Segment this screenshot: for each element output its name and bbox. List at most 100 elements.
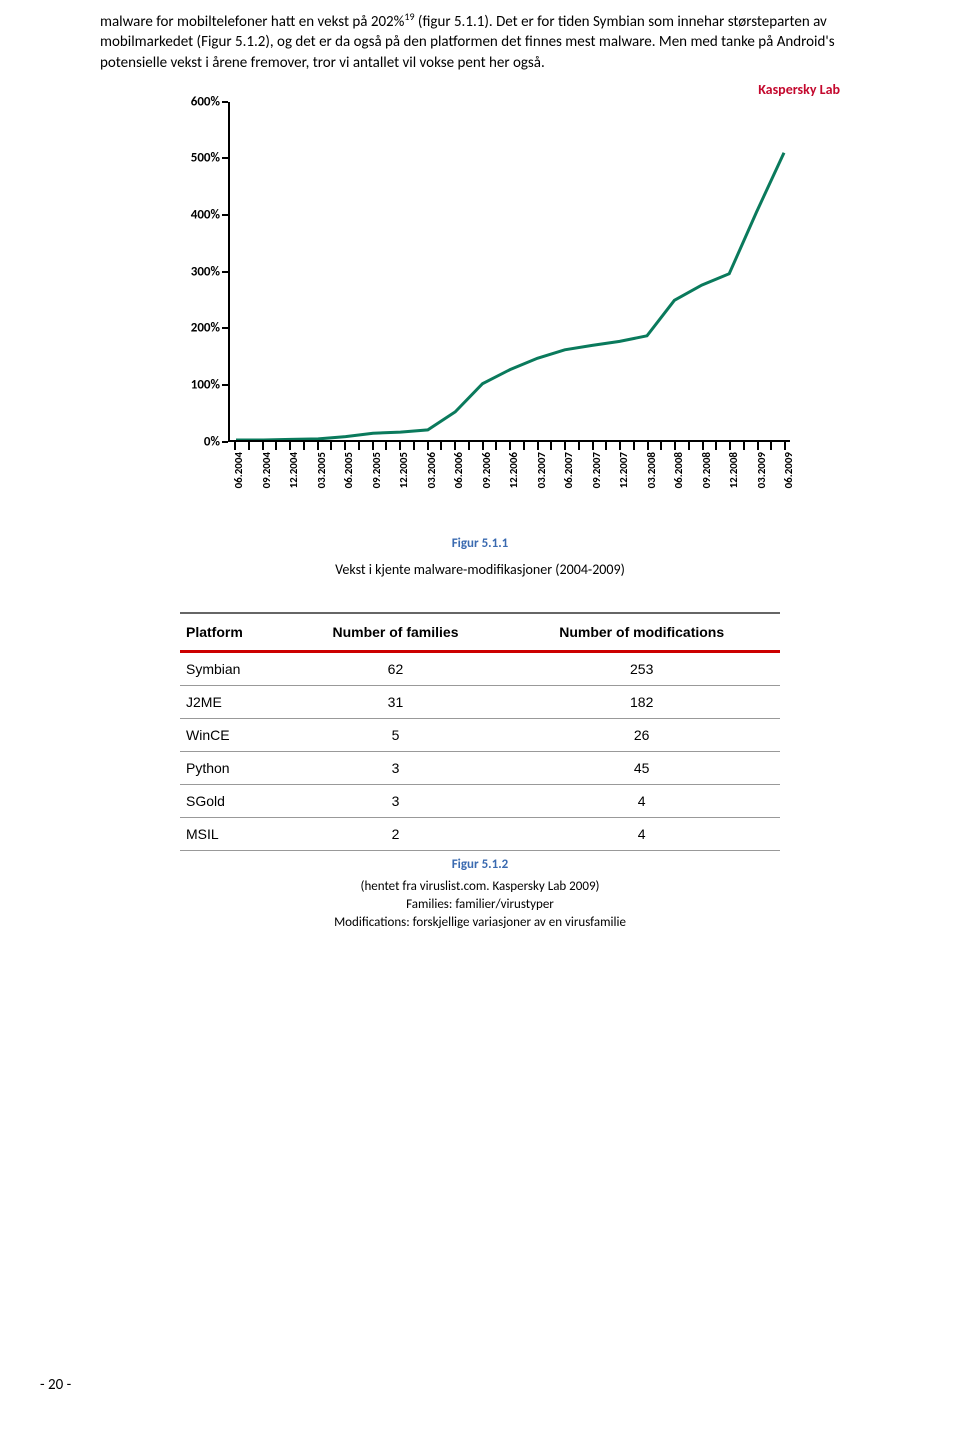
x-tick-label: 12.2007 (617, 452, 630, 488)
cell-platform: Symbian (180, 651, 288, 685)
table-body: Symbian62253J2ME31182WinCE526Python345SG… (180, 651, 780, 850)
x-tick (757, 442, 759, 450)
x-tick (770, 442, 772, 450)
y-tick-label: 0% (204, 434, 220, 449)
y-tick (222, 157, 228, 159)
y-axis-labels: 0%100%200%300%400%500%600% (170, 102, 224, 508)
figure-subcaption-1: Vekst i kjente malware-modifikasjoner (2… (100, 561, 860, 578)
x-tick-label: 09.2008 (700, 452, 713, 488)
y-tick (222, 214, 228, 216)
x-tick (427, 442, 429, 450)
x-tick (729, 442, 731, 450)
cell-families: 62 (288, 651, 504, 685)
x-tick (592, 442, 594, 450)
y-tick-label: 400% (191, 208, 220, 223)
body-paragraph: malware for mobiltelefoner hatt en vekst… (100, 10, 860, 73)
x-tick (619, 442, 621, 450)
x-tick-label: 06.2004 (232, 452, 245, 488)
x-tick (289, 442, 291, 450)
cell-modifications: 45 (503, 751, 780, 784)
x-tick (330, 442, 332, 450)
x-tick (784, 442, 786, 450)
cell-families: 5 (288, 718, 504, 751)
cell-platform: SGold (180, 784, 288, 817)
cell-families: 2 (288, 817, 504, 850)
table-row: Symbian62253 (180, 651, 780, 685)
x-tick (523, 442, 525, 450)
col-families: Number of families (288, 613, 504, 652)
x-tick (702, 442, 704, 450)
y-tick (222, 327, 228, 329)
credits-modifications: Modifications: forskjellige variasjoner … (100, 914, 860, 932)
x-tick-label: 09.2005 (370, 452, 383, 488)
x-tick-label: 03.2005 (315, 452, 328, 488)
y-tick-label: 100% (191, 378, 220, 393)
y-tick-label: 200% (191, 321, 220, 336)
growth-chart: 0%100%200%300%400%500%600% 06.200409.200… (170, 102, 790, 508)
x-tick-label: 12.2005 (397, 452, 410, 488)
x-tick (275, 442, 277, 450)
x-tick (564, 442, 566, 450)
cell-modifications: 26 (503, 718, 780, 751)
col-modifications: Number of modifications (503, 613, 780, 652)
y-tick (222, 101, 228, 103)
x-tick-label: 09.2007 (590, 452, 603, 488)
x-tick (537, 442, 539, 450)
y-tick (222, 441, 228, 443)
table-row: SGold34 (180, 784, 780, 817)
x-tick-label: 03.2007 (535, 452, 548, 488)
platform-table-wrap: Platform Number of families Number of mo… (180, 612, 780, 851)
x-tick (399, 442, 401, 450)
x-tick (743, 442, 745, 450)
x-tick (550, 442, 552, 450)
x-tick (495, 442, 497, 450)
y-tick-label: 500% (191, 151, 220, 166)
x-tick (303, 442, 305, 450)
x-tick (633, 442, 635, 450)
figure-caption-2: Figur 5.1.2 (100, 857, 860, 872)
x-tick-label: 03.2006 (425, 452, 438, 488)
line-series (236, 152, 784, 439)
cell-modifications: 4 (503, 817, 780, 850)
table-row: Python345 (180, 751, 780, 784)
y-tick-label: 300% (191, 264, 220, 279)
x-tick (578, 442, 580, 450)
cell-families: 3 (288, 751, 504, 784)
x-tick-label: 06.2006 (452, 452, 465, 488)
table-row: WinCE526 (180, 718, 780, 751)
cell-families: 31 (288, 685, 504, 718)
platform-table: Platform Number of families Number of mo… (180, 612, 780, 851)
x-tick (454, 442, 456, 450)
x-axis-labels: 06.200409.200412.200403.200506.200509.20… (228, 452, 790, 508)
cell-platform: J2ME (180, 685, 288, 718)
x-tick-label: 03.2008 (645, 452, 658, 488)
figure-caption-1: Figur 5.1.1 (100, 536, 860, 551)
x-tick (262, 442, 264, 450)
x-tick-label: 03.2009 (755, 452, 768, 488)
cell-families: 3 (288, 784, 504, 817)
x-tick (605, 442, 607, 450)
x-tick (660, 442, 662, 450)
x-tick-label: 06.2008 (672, 452, 685, 488)
x-tick-label: 12.2004 (287, 452, 300, 488)
footnote-ref: 19 (404, 10, 414, 23)
x-tick (440, 442, 442, 450)
chart-plot-area (228, 102, 790, 442)
cell-platform: MSIL (180, 817, 288, 850)
y-tick (222, 271, 228, 273)
table-row: J2ME31182 (180, 685, 780, 718)
x-tick (482, 442, 484, 450)
x-tick-label: 09.2004 (260, 452, 273, 488)
cell-modifications: 253 (503, 651, 780, 685)
x-tick (647, 442, 649, 450)
x-tick (248, 442, 250, 450)
col-platform: Platform (180, 613, 288, 652)
x-tick (413, 442, 415, 450)
page-number: - 20 - (40, 1376, 71, 1394)
x-tick-label: 09.2006 (480, 452, 493, 488)
cell-modifications: 4 (503, 784, 780, 817)
table-header-row: Platform Number of families Number of mo… (180, 613, 780, 652)
x-tick-label: 12.2008 (727, 452, 740, 488)
chart-line (230, 102, 790, 440)
x-ticks (228, 442, 790, 452)
